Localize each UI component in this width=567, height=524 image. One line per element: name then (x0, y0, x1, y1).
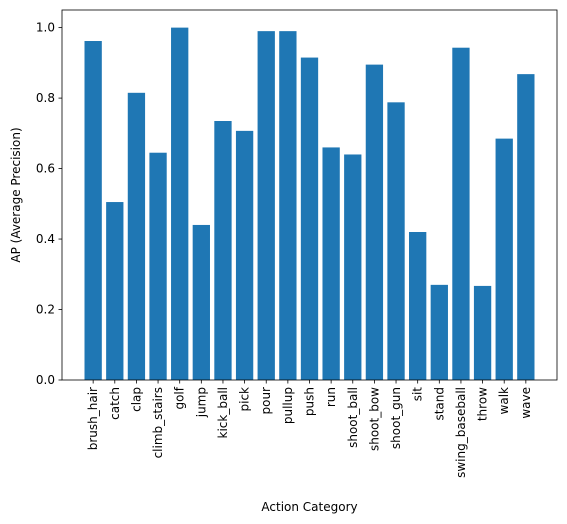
bar-pour (257, 31, 275, 381)
x-axis-ticks: brush_hair catch clap climb_stairs golf jump k… (86, 380, 533, 478)
bar-catch (106, 202, 124, 380)
x-tick-label-pick: pick (238, 387, 252, 412)
bar-shoot_ball (344, 154, 362, 380)
bar-golf (171, 27, 189, 380)
bar-climb_stairs (149, 152, 167, 380)
bars-group (84, 27, 535, 381)
x-tick-label-clap: clap (129, 387, 143, 412)
y-tick-label: 0.2 (36, 303, 55, 317)
x-tick-label-push: push (303, 387, 317, 416)
x-tick-label-kick_ball: kick_ball (216, 387, 230, 438)
y-tick-label: 0.8 (36, 91, 55, 105)
bar-sit (409, 232, 427, 380)
x-tick-label-shoot_bow: shoot_bow (367, 387, 381, 451)
x-tick-label-golf: golf (173, 386, 187, 409)
bar-pullup (279, 31, 297, 381)
y-tick-label: 1.0 (36, 21, 55, 35)
x-tick-label-jump: jump (194, 387, 208, 418)
bar-walk (495, 138, 513, 380)
y-tick-label: 0.4 (36, 232, 55, 246)
bar-throw (473, 285, 492, 380)
bar-shoot_gun (387, 102, 405, 381)
x-tick-label-shoot_gun: shoot_gun (389, 387, 403, 449)
y-tick-label: 0.0 (36, 373, 55, 387)
x-tick-label-walk: walk (497, 387, 511, 415)
bar-kick_ball (214, 121, 232, 380)
bar-clap (127, 92, 146, 381)
bar-run (322, 147, 340, 380)
bar-shoot_bow (365, 64, 384, 380)
x-axis-label: Action Category (261, 500, 357, 514)
x-tick-label-climb_stairs: climb_stairs (151, 387, 165, 458)
bar-stand (430, 284, 448, 380)
x-tick-label-sit: sit (411, 387, 425, 402)
x-tick-label-brush_hair: brush_hair (86, 387, 100, 450)
bar-push (300, 57, 319, 380)
x-tick-label-wave: wave (519, 387, 533, 419)
bar-pick (235, 130, 254, 380)
bar-wave (517, 74, 535, 380)
y-axis-label: AP (Average Precision) (9, 127, 23, 262)
x-tick-label-shoot_ball: shoot_ball (346, 387, 360, 448)
bar-jump (192, 224, 210, 380)
bar-brush_hair (84, 41, 102, 381)
x-tick-label-run: run (324, 387, 338, 407)
x-tick-label-swing_baseball: swing_baseball (454, 387, 468, 478)
x-tick-label-pullup: pullup (281, 387, 295, 424)
bar-swing_baseball (452, 47, 470, 380)
y-axis-ticks: 0.0 0.2 0.4 0.6 0.8 1.0 (36, 21, 62, 387)
x-tick-label-stand: stand (432, 387, 446, 421)
x-tick-label-throw: throw (476, 387, 490, 421)
x-tick-label-pour: pour (259, 387, 273, 415)
y-tick-label: 0.6 (36, 162, 55, 176)
x-tick-label-catch: catch (108, 387, 122, 420)
